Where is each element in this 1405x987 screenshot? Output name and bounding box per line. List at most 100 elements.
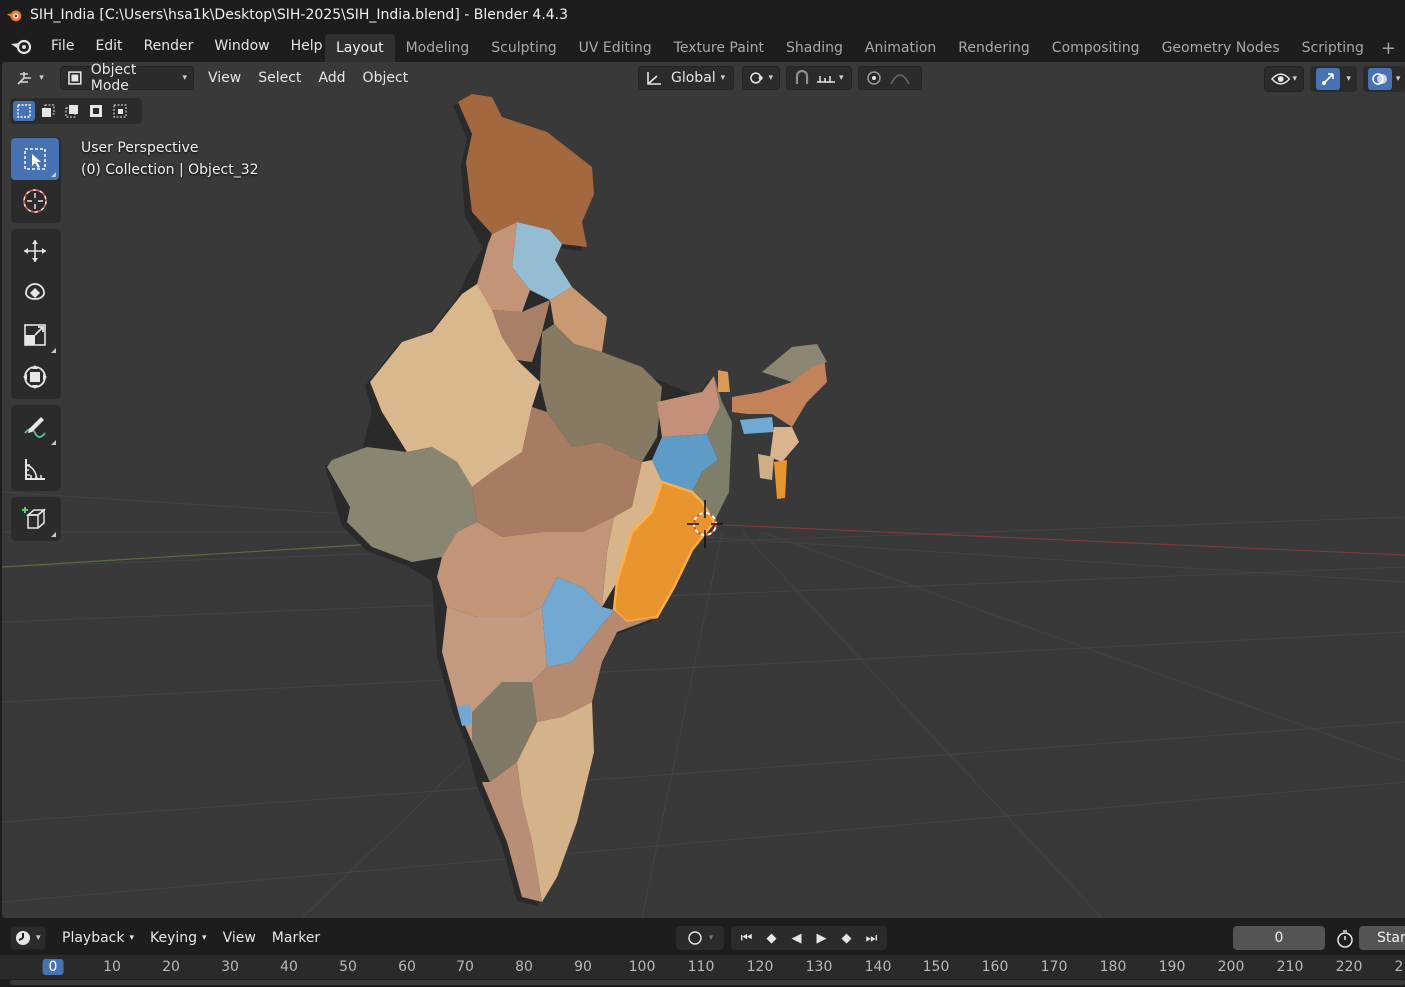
add-cube-tool[interactable] <box>11 498 59 540</box>
timeline-menu-view[interactable]: View <box>222 930 256 946</box>
pivot-point-dropdown[interactable]: ▾ <box>742 66 780 90</box>
viewport-menu-select[interactable]: Select <box>258 70 302 86</box>
falloff-curve-icon[interactable] <box>889 70 911 86</box>
menu-help[interactable]: Help <box>290 38 323 54</box>
rotate-icon <box>25 283 45 300</box>
ruler-tick: 100 <box>628 959 656 975</box>
viewport-menu-add[interactable]: Add <box>318 70 346 86</box>
ruler-tick: 150 <box>922 959 950 975</box>
viewport-right-tools: ▾ ▾ ▾ <box>1264 66 1405 92</box>
timeline-editor: ▾ Playback ▾ Keying ▾ View Marker ▾ ⏮ ◆ ◀ … <box>0 918 1405 987</box>
add-workspace-icon[interactable]: + <box>1380 37 1397 59</box>
tab-rendering[interactable]: Rendering <box>958 40 1030 56</box>
record-icon <box>688 931 702 945</box>
move-tool[interactable] <box>11 230 59 272</box>
viewport-info-overlay: User Perspective (0) Collection | Object… <box>81 137 259 181</box>
ruler-tick: 70 <box>456 959 474 975</box>
tab-compositing[interactable]: Compositing <box>1051 40 1140 56</box>
prev-keyframe-icon[interactable]: ◆ <box>766 930 777 946</box>
viewport-menu-object[interactable]: Object <box>362 70 409 86</box>
menu-file[interactable]: File <box>51 38 75 54</box>
tab-modeling[interactable]: Modeling <box>405 40 470 56</box>
ruler-tick: 190 <box>1158 959 1186 975</box>
stopwatch-icon[interactable] <box>1336 930 1354 948</box>
select-intersect-icon[interactable] <box>109 101 131 121</box>
annotate-icon <box>24 417 46 438</box>
keying-label: Keying <box>150 930 198 946</box>
transform-orientation-dropdown[interactable]: Global ▾ <box>638 66 734 90</box>
proportional-editing-group[interactable] <box>858 66 922 90</box>
keying-dropdown[interactable]: Keying ▾ <box>150 930 207 946</box>
viewport-scene <box>2 94 1405 918</box>
tab-scripting[interactable]: Scripting <box>1301 40 1364 56</box>
pivot-icon <box>750 72 763 84</box>
current-frame-field[interactable]: 0 <box>1233 926 1325 950</box>
view-perspective-label: User Perspective <box>81 140 199 156</box>
jump-to-end-icon[interactable]: ⏭ <box>865 930 878 946</box>
overlays-icon[interactable] <box>1367 68 1392 90</box>
jump-to-start-icon[interactable]: ⏮ <box>740 930 753 946</box>
blender-menu-icon[interactable] <box>10 36 34 56</box>
snapping-group[interactable]: ▾ <box>786 66 852 90</box>
ruler-tick: 2 <box>1394 959 1404 975</box>
tab-layout[interactable]: Layout <box>325 34 395 62</box>
ruler-tick: 140 <box>864 959 892 975</box>
select-box-tool[interactable] <box>11 138 59 180</box>
ruler-tick: 210 <box>1276 959 1304 975</box>
3d-viewport-editor-icon <box>17 72 32 85</box>
play-icon[interactable]: ▶ <box>816 930 827 946</box>
top-menu-bar: File Edit Render Window Help <box>0 30 1405 62</box>
select-new-icon[interactable] <box>13 101 35 121</box>
auto-keying-toggle[interactable]: ▾ <box>676 926 724 950</box>
tab-uv-editing[interactable]: UV Editing <box>578 40 652 56</box>
play-reverse-icon[interactable]: ◀ <box>791 930 802 946</box>
timeline-scrollbar[interactable] <box>10 980 1405 985</box>
cursor-tool[interactable] <box>11 180 59 222</box>
gizmo-icon[interactable] <box>1316 68 1341 90</box>
menu-edit[interactable]: Edit <box>95 38 123 54</box>
frame-start-field[interactable]: Star <box>1359 926 1405 950</box>
timeline-ruler[interactable]: 0 10 20 30 40 50 60 70 80 90 100 110 120… <box>0 955 1405 979</box>
cursor-icon <box>23 189 47 213</box>
editor-type-button[interactable]: ▾ <box>12 66 48 90</box>
ruler-tick-current[interactable]: 0 <box>42 959 64 975</box>
proportional-editing-icon[interactable] <box>865 70 883 86</box>
tab-animation[interactable]: Animation <box>864 40 937 56</box>
object-mode-dropdown[interactable]: Object Mode ▾ <box>60 62 194 94</box>
playback-dropdown[interactable]: Playback ▾ <box>62 930 134 946</box>
rotate-tool[interactable] <box>11 272 59 314</box>
select-subtract-icon[interactable] <box>61 101 83 121</box>
timeline-editor-type-button[interactable]: ▾ <box>10 926 46 950</box>
3d-viewport[interactable]: ▾ Object Mode ▾ View Select Add Object G… <box>2 62 1405 918</box>
overlays-toggle[interactable]: ▾ <box>1363 66 1405 92</box>
gizmo-toggle[interactable]: ▾ <box>1310 66 1358 92</box>
tab-geometry-nodes[interactable]: Geometry Nodes <box>1161 40 1280 56</box>
snap-increment-icon[interactable] <box>815 70 837 86</box>
magnet-icon[interactable] <box>793 70 811 86</box>
select-invert-icon[interactable] <box>85 101 107 121</box>
object-mode-icon <box>68 71 82 85</box>
scale-tool[interactable] <box>11 314 59 356</box>
ruler-tick: 120 <box>746 959 774 975</box>
measure-tool[interactable] <box>11 448 59 490</box>
ruler-tick: 220 <box>1335 959 1363 975</box>
active-object-label: (0) Collection | Object_32 <box>81 162 259 178</box>
ruler-tick: 160 <box>981 959 1009 975</box>
next-keyframe-icon[interactable]: ◆ <box>841 930 852 946</box>
ruler-tick: 40 <box>280 959 298 975</box>
scale-icon <box>24 324 46 346</box>
viewport-menu-view[interactable]: View <box>208 70 242 86</box>
menu-render[interactable]: Render <box>143 38 194 54</box>
visibility-dropdown[interactable]: ▾ <box>1264 66 1304 92</box>
ruler-tick: 130 <box>805 959 833 975</box>
timeline-menu-marker[interactable]: Marker <box>271 930 321 946</box>
tab-texture-paint[interactable]: Texture Paint <box>673 40 765 56</box>
select-extend-icon[interactable] <box>37 101 59 121</box>
tab-shading[interactable]: Shading <box>786 40 843 56</box>
tool-shelf <box>11 137 61 547</box>
timeline-header: ▾ Playback ▾ Keying ▾ View Marker <box>10 926 1405 950</box>
transform-tool[interactable] <box>11 356 59 398</box>
tab-sculpting[interactable]: Sculpting <box>491 40 557 56</box>
annotate-tool[interactable] <box>11 406 59 448</box>
menu-window[interactable]: Window <box>214 38 270 54</box>
